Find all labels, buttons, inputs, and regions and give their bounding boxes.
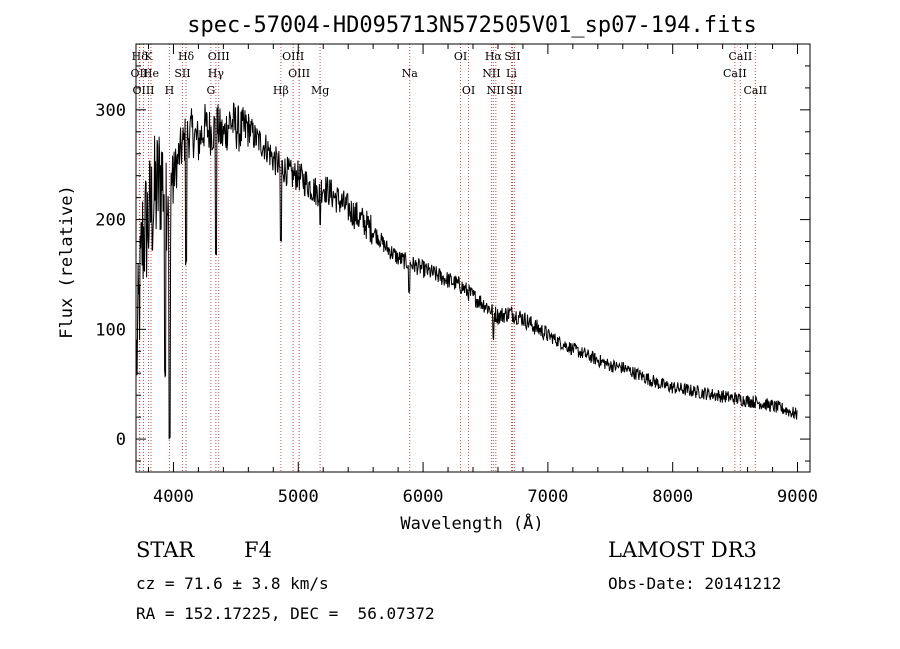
line-marker-label: OII — [131, 67, 149, 80]
ra-dec: RA = 152.17225, DEC = 56.07372 — [136, 604, 435, 623]
x-tick-label: 5000 — [278, 487, 319, 507]
line-marker-label: CaII — [723, 67, 747, 80]
object-type: STAR — [136, 538, 195, 562]
y-axis-label: Flux (relative) — [57, 185, 77, 339]
observation-date: Obs-Date: 20141212 — [608, 574, 782, 593]
line-marker-label: Hδ — [178, 50, 195, 63]
line-marker-label: OIII — [288, 67, 310, 80]
line-marker-label: OIII — [208, 50, 230, 63]
line-marker-label: CaII — [743, 84, 767, 97]
axis-ticks: 4000 5000 6000 7000 8000 9000 0 100 200 300 — [95, 43, 818, 507]
survey-name: LAMOST DR3 — [608, 538, 757, 562]
line-marker-label: OI — [462, 84, 475, 97]
line-marker-label: OI — [454, 50, 467, 63]
line-marker-label: Hβ — [273, 84, 289, 97]
line-marker-label: NII — [487, 84, 505, 97]
redshift-cz: cz = 71.6 ± 3.8 km/s — [136, 574, 329, 593]
y-tick-label: 100 — [95, 320, 126, 340]
spectral-subclass: F4 — [244, 538, 272, 562]
x-tick-label: 9000 — [777, 487, 818, 507]
line-marker-label: OIII — [132, 84, 154, 97]
y-tick-label: 200 — [95, 211, 126, 231]
y-tick-label: 300 — [95, 101, 126, 121]
line-marker-label: SII — [504, 50, 520, 63]
plot-frame — [135, 43, 811, 473]
line-markers: HδKHδOIIIOIIIOIHαSIICaIIOIIHeSIIHγOIIINa… — [131, 44, 767, 472]
x-axis-label: Wavelength (Å) — [400, 512, 543, 534]
line-marker-label: K — [144, 50, 153, 63]
line-marker-label: G — [206, 84, 215, 97]
x-tick-label: 8000 — [652, 487, 693, 507]
x-tick-label: 4000 — [153, 487, 194, 507]
x-tick-label: 6000 — [403, 487, 444, 507]
line-marker-label: Na — [402, 67, 419, 80]
line-marker-label: OIII — [282, 50, 304, 63]
line-marker-label: He — [143, 67, 159, 80]
chart-title: spec-57004-HD095713N572505V01_sp07-194.f… — [187, 13, 757, 38]
spectrum — [136, 102, 798, 440]
line-marker-label: Hα — [485, 50, 503, 63]
line-marker-label: Mg — [311, 84, 329, 97]
spectrum-line — [136, 102, 798, 440]
line-marker-label: NII — [482, 67, 500, 80]
y-tick-label: 0 — [116, 430, 126, 450]
x-tick-label: 7000 — [527, 487, 568, 507]
line-marker-label: Hγ — [208, 67, 225, 80]
line-marker-label: Li — [506, 67, 517, 80]
line-marker-label: H — [165, 84, 175, 97]
line-marker-label: CaII — [729, 50, 753, 63]
line-marker-label: SII — [506, 84, 522, 97]
line-marker-label: SII — [174, 67, 190, 80]
